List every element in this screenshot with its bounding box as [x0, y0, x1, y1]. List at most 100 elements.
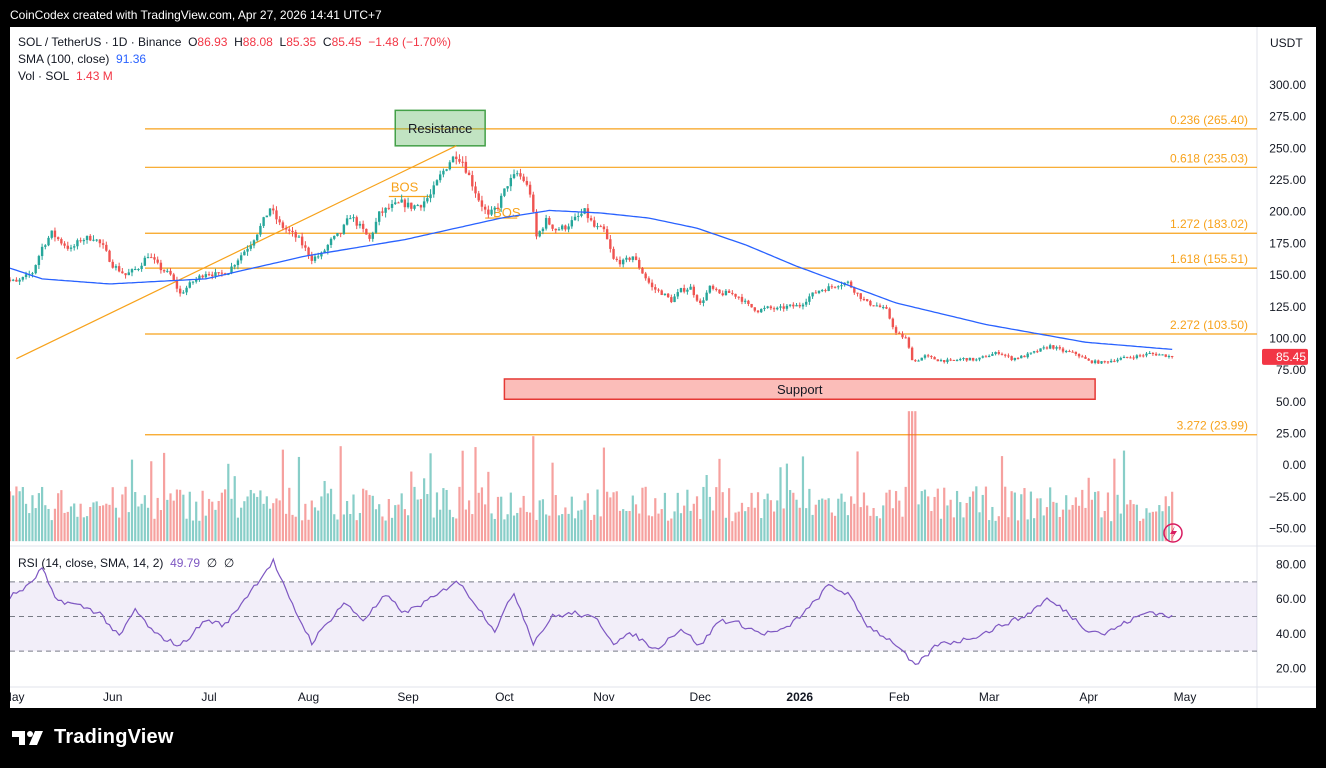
candle-body	[676, 292, 679, 297]
candle-body	[634, 256, 638, 260]
rsi-na-1: ∅	[206, 556, 218, 570]
volume-bar	[522, 495, 525, 542]
candle-body	[326, 244, 330, 251]
candle-body	[320, 252, 323, 257]
candle-body	[792, 304, 795, 307]
volume-bar	[1033, 518, 1036, 542]
candle-body	[1116, 359, 1119, 362]
volume-bar	[467, 500, 471, 542]
volume-bar	[1077, 505, 1081, 542]
candle-body	[955, 360, 959, 362]
candle-body	[10, 279, 12, 281]
volume-bar	[432, 517, 435, 542]
chart-panel[interactable]: 300.00 275.00 250.00 225.00 200.00 175.00 150.…	[10, 27, 1316, 708]
candle-body	[1029, 352, 1033, 354]
rsi-legend[interactable]: RSI (14, close, SMA, 14, 2) 49.79 ∅ ∅	[18, 556, 234, 570]
volume-bar	[657, 513, 660, 542]
volume-bar	[60, 490, 63, 542]
volume-bar	[602, 447, 606, 542]
candle-body	[795, 304, 798, 307]
candle-body	[1154, 353, 1158, 356]
x-axis-label: Sep	[397, 690, 419, 704]
volume-bar	[471, 514, 474, 542]
candle-body	[554, 228, 557, 231]
volume-bar	[143, 495, 146, 542]
volume-bar	[365, 490, 368, 542]
x-axis-label: Apr	[1079, 690, 1098, 704]
candle-body	[872, 305, 875, 307]
volume-bar	[548, 515, 551, 542]
volume-bar	[1045, 507, 1049, 542]
volume-bar	[872, 508, 875, 542]
volume-bar	[182, 494, 185, 542]
volume-bar	[869, 515, 872, 542]
volume-bar	[406, 515, 410, 542]
symbol-label[interactable]: SOL / TetherUS · 1D · Binance	[18, 35, 182, 49]
sma-legend[interactable]: SMA (100, close) 91.36	[18, 52, 146, 66]
candle-body	[943, 360, 946, 363]
volume-bar	[111, 487, 114, 542]
volume-bar	[121, 494, 124, 542]
open-value: 86.93	[197, 35, 228, 49]
candle-body	[1090, 360, 1094, 363]
volume-bar	[901, 516, 904, 542]
ohlc-legend: SOL / TetherUS · 1D · Binance O86.93 H88…	[18, 35, 451, 49]
candle-body	[666, 293, 670, 298]
volume-bar	[256, 496, 259, 542]
volume-bar	[439, 509, 442, 542]
volume-legend[interactable]: Vol · SOL 1.43 M	[18, 69, 113, 83]
volume-bar	[130, 459, 134, 542]
candle-body	[307, 247, 310, 256]
volume-bar	[981, 494, 984, 542]
volume-bar	[18, 491, 21, 542]
volume-bar	[750, 492, 753, 542]
candle-body	[599, 226, 602, 228]
volume-bar	[628, 511, 631, 542]
candle-body	[394, 202, 397, 204]
volume-bar	[1049, 487, 1052, 542]
volume-bar	[1039, 498, 1042, 542]
candle-body	[105, 244, 108, 251]
bos-label: BOS	[493, 205, 521, 220]
candle-body	[175, 280, 179, 289]
currency-label[interactable]: USDT	[1270, 36, 1303, 50]
volume-bar	[789, 490, 792, 542]
candle-body	[821, 290, 824, 292]
close-value: 85.45	[331, 35, 362, 49]
volume-bar	[1068, 509, 1071, 542]
volume-bar	[914, 411, 917, 542]
volume-bar	[1087, 477, 1090, 542]
volume-bar	[946, 505, 949, 542]
price-chart-svg[interactable]: 300.00 275.00 250.00 225.00 200.00 175.00 150.…	[10, 27, 1316, 708]
candle-body	[1077, 354, 1081, 357]
candle-body	[882, 307, 885, 309]
volume-bar	[98, 505, 101, 542]
candle-body	[673, 296, 676, 303]
candle-body	[272, 208, 275, 211]
volume-bar	[702, 486, 705, 542]
volume-bar	[1074, 497, 1077, 542]
tradingview-logo[interactable]: TradingView	[12, 726, 174, 749]
candle-body	[474, 186, 477, 194]
volume-bar	[1061, 509, 1065, 542]
fib-level-label: 0.236 (265.40)	[1170, 113, 1248, 127]
volume-bar	[500, 496, 503, 542]
candle-body	[939, 360, 943, 362]
volume-bar	[634, 504, 638, 542]
volume-bar	[506, 514, 509, 542]
candle-body	[150, 257, 153, 259]
volume-bar	[994, 520, 997, 542]
volume-bar	[198, 520, 201, 542]
candle-body	[994, 352, 997, 355]
candle-body	[262, 217, 265, 226]
candle-body	[1068, 351, 1071, 353]
volume-bar	[724, 517, 728, 542]
volume-bar	[63, 512, 66, 542]
volume-bar	[731, 521, 734, 542]
volume-bar	[397, 504, 400, 542]
volume-bar	[795, 499, 798, 542]
volume-bar	[583, 500, 586, 542]
x-axis-label: Aug	[298, 690, 319, 704]
candle-body	[936, 359, 940, 362]
price-tick-label: 175.00	[1269, 236, 1306, 250]
